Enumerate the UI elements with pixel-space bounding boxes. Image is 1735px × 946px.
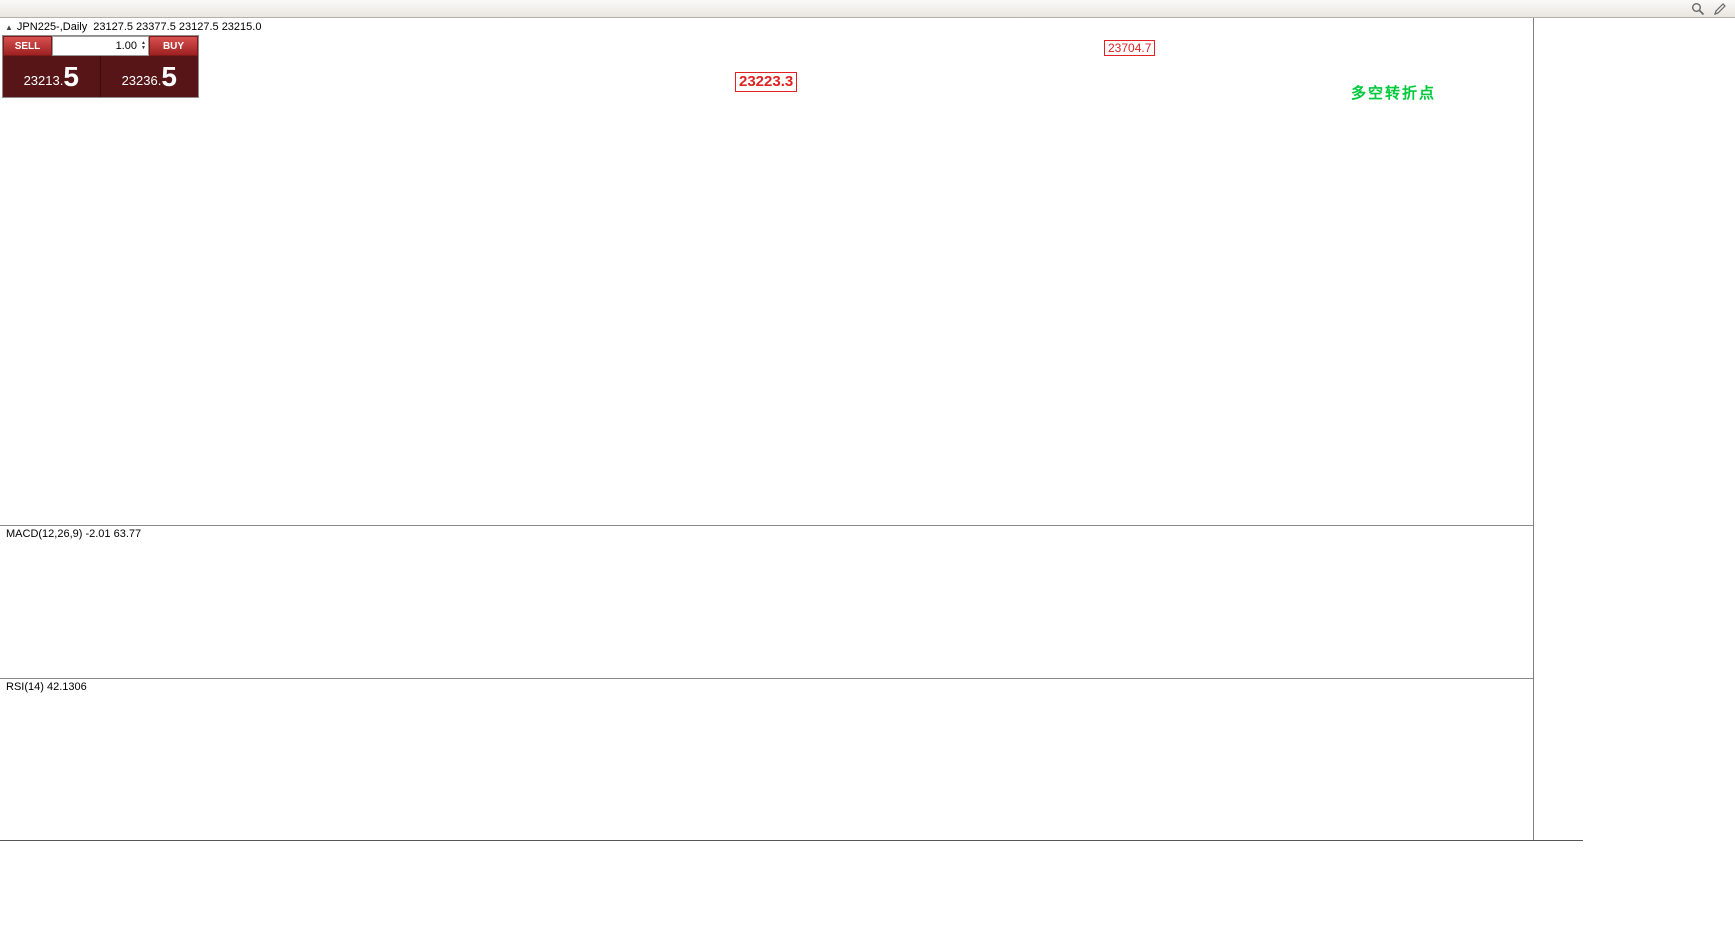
symbol-quote-line: ▲ JPN225-,Daily 23127.5 23377.5 23127.5 23… [5, 21, 261, 33]
volume-spinner[interactable]: ▲ ▼ [141, 41, 146, 51]
buy-price[interactable]: 23236. 5 [101, 56, 199, 97]
resistance-price-label[interactable]: 23704.7 [1104, 40, 1156, 56]
edit-icon[interactable] [1713, 2, 1727, 16]
support-price-label[interactable]: 23223.3 [735, 72, 798, 92]
buy-button[interactable]: BUY [149, 36, 198, 56]
panel-separator[interactable] [0, 525, 1583, 526]
panel-separator[interactable] [0, 678, 1583, 679]
symbol-label: JPN225-,Daily [16, 21, 88, 33]
volume-value: 1.00 [115, 40, 138, 52]
turning-point-note: 多空转折点 [1351, 85, 1437, 102]
bottom-blank-area [0, 858, 1735, 946]
chart-window[interactable]: ▲ JPN225-,Daily 23127.5 23377.5 23127.5 23… [0, 18, 1735, 858]
macd-indicator-label: MACD(12,26,9) -2.01 63.77 [6, 528, 142, 540]
main-toolbar [0, 0, 1735, 18]
rsi-panel[interactable] [0, 678, 1533, 840]
sell-button[interactable]: SELL [3, 36, 52, 56]
sell-price-small: 23213. [23, 73, 64, 88]
spinner-up-icon[interactable]: ▲ [141, 40, 146, 46]
macd-panel[interactable] [0, 525, 1533, 678]
one-click-trading-panel: SELL 1.00 ▲ ▼ BUY 23213. 5 23236. 5 [2, 35, 199, 98]
buy-price-big: 5 [161, 60, 177, 92]
collapse-icon[interactable]: ▲ [5, 23, 13, 32]
rsi-indicator-label: RSI(14) 42.1306 [6, 681, 87, 693]
sell-price-big: 5 [63, 60, 79, 92]
time-axis[interactable] [0, 840, 1583, 858]
price-scale[interactable] [1533, 18, 1735, 858]
volume-field[interactable]: 1.00 ▲ ▼ [52, 36, 149, 56]
sell-price[interactable]: 23213. 5 [3, 56, 101, 97]
search-icon[interactable] [1691, 2, 1705, 16]
price-chart[interactable] [0, 18, 1533, 525]
ohlc-values: 23127.5 23377.5 23127.5 23215.0 [93, 21, 262, 33]
spinner-down-icon[interactable]: ▼ [141, 45, 146, 51]
toolbar-right-icons [1691, 2, 1727, 16]
buy-price-small: 23236. [121, 73, 162, 88]
